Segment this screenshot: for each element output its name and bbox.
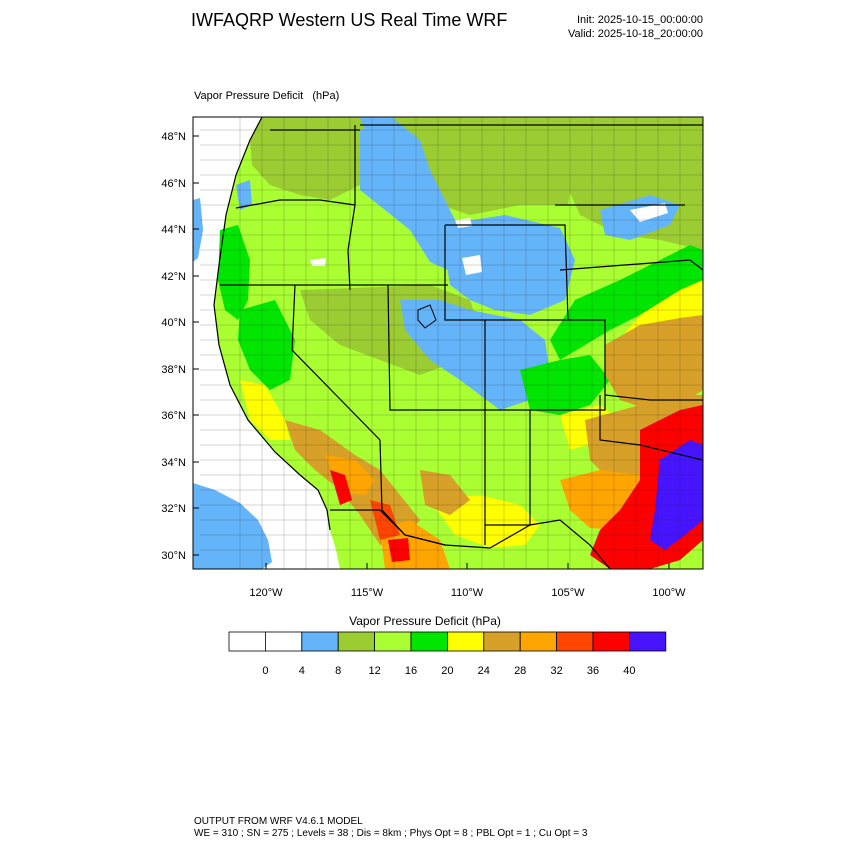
snow-patch (310, 258, 326, 266)
vpd-zone-plains-green (550, 245, 703, 360)
lat-label-34n: 34°N (161, 457, 186, 469)
colorbar-title: Vapor Pressure Deficit (hPa) (349, 614, 501, 628)
colorbar-label: 4 (299, 665, 305, 677)
footer-model-info: OUTPUT FROM WRF V4.6.1 MODEL (194, 816, 363, 827)
lon-label-100w: 100°W (652, 587, 686, 599)
wy-border (445, 224, 569, 321)
colorbar-box (264, 631, 303, 652)
footer-run-config: WE = 310 ; SN = 275 ; Levels = 38 ; Dis … (194, 828, 588, 839)
colorbar-label: 24 (478, 665, 490, 677)
lat-label-46n: 46°N (161, 178, 186, 190)
lat-label-36n: 36°N (161, 410, 186, 422)
ok-border (604, 394, 703, 401)
ut-co-nm-border (444, 225, 486, 545)
colorbar-box (374, 631, 412, 652)
colorbar-label: 36 (587, 665, 599, 677)
colorbar-label: 32 (550, 665, 562, 677)
vpd-zone-idaho (360, 120, 460, 270)
init-time-label: Init: 2025-10-15_00:00:00 (577, 14, 703, 26)
colorbar-label: 20 (441, 665, 453, 677)
county-grid (200, 117, 703, 569)
colorbar-label: 12 (368, 665, 380, 677)
mexico-border-middle (379, 509, 531, 549)
colorbar-box (337, 631, 376, 652)
id-border (347, 125, 356, 291)
state-boundaries (213, 117, 703, 569)
ca-nv-border (291, 284, 381, 441)
lat-label-44n: 44°N (161, 224, 186, 236)
tx-ok-border (599, 395, 703, 461)
vpd-zone-calif-green (238, 300, 295, 390)
dakota-borders (555, 204, 703, 271)
vpd-zone-tan-oklahoma (605, 315, 703, 410)
colorbar-box (446, 631, 485, 652)
colorbar-boxes (228, 631, 667, 652)
snow-patch (630, 203, 668, 222)
colorbar-box (629, 631, 667, 652)
ocean-vpd-low-south (193, 483, 272, 569)
lon-label-105w: 105°W (551, 587, 585, 599)
vpd-zone-purple-texas (650, 440, 703, 550)
ocean-vpd-low-north (193, 198, 203, 262)
lat-label-32n: 32°N (161, 503, 186, 515)
colorbar-box (301, 631, 339, 652)
field-title: Vapor Pressure Deficit (hPa) (194, 90, 340, 102)
lon-label-115w: 115°W (351, 587, 384, 599)
page-title: IWFAQRP Western US Real Time WRF (191, 10, 508, 30)
vpd-zone-tan-arizona (420, 470, 470, 515)
map-frame (192, 116, 704, 570)
ocean-area (193, 117, 340, 569)
lat-label-48n: 48°N (161, 131, 186, 143)
lon-axis (265, 563, 670, 569)
vpd-zone-canada (360, 118, 395, 130)
colorbar-box (410, 631, 448, 652)
colorbar-box (228, 631, 266, 652)
wa-or-border (235, 199, 356, 209)
lon-label-110w: 110°W (451, 587, 484, 599)
vpd-zone-red-desert (330, 470, 352, 505)
colorbar-box (483, 631, 521, 652)
colorbar-label: 8 (335, 665, 341, 677)
colorbar-label: 28 (514, 665, 526, 677)
great-salt-lake (417, 304, 437, 329)
vpd-field (193, 117, 703, 569)
nv-ut-border (387, 284, 485, 411)
lat-label-42n: 42°N (161, 271, 186, 283)
co-ks-border (485, 319, 606, 411)
colorbar-label: 0 (262, 665, 268, 677)
colorbar-box (592, 631, 630, 652)
mexico-border-east (529, 519, 611, 569)
lon-label-120w: 120°W (249, 587, 283, 599)
colorbar-box (556, 631, 594, 652)
lat-axis (193, 135, 199, 556)
colorbar-label: 16 (405, 665, 417, 677)
lat-label-38n: 38°N (161, 364, 186, 376)
colorbar-labels: 0 4 8 12 16 20 24 28 32 36 40 (262, 665, 635, 677)
vpd-zone-coast-green (218, 225, 250, 320)
colorbar-label: 40 (623, 665, 635, 677)
coastline (213, 117, 331, 531)
lat-label-40n: 40°N (161, 317, 186, 329)
vpd-zone-yellow-calif (240, 380, 290, 440)
valid-time-label: Valid: 2025-10-18_20:00:00 (568, 28, 703, 40)
colorbar-box (519, 631, 558, 652)
lat-label-30n: 30°N (161, 550, 186, 562)
